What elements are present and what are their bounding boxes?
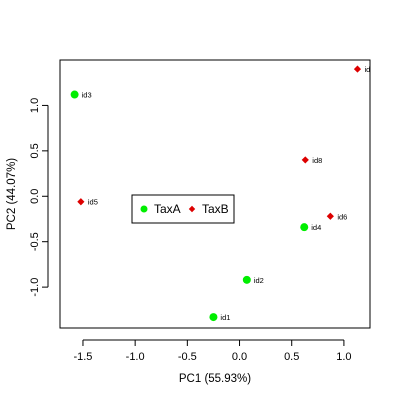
point-label-id7: id7 xyxy=(364,65,374,74)
data-point-id7 xyxy=(353,65,362,73)
point-label-id6: id6 xyxy=(337,212,347,221)
x-tick-label: -1.5 xyxy=(73,351,92,363)
point-label-id1: id1 xyxy=(220,313,230,322)
data-point-id5 xyxy=(77,198,85,206)
data-point-id6 xyxy=(326,212,334,220)
legend-box xyxy=(131,194,235,224)
y-axis-title: PC2 (44.07%) xyxy=(6,158,18,230)
legend-marker-TaxB xyxy=(188,205,196,213)
legend: TaxA TaxB xyxy=(131,194,235,224)
legend-label-TaxA: TaxA xyxy=(154,202,181,216)
x-axis-title: PC1 (55.93%) xyxy=(179,373,251,385)
data-point-id8 xyxy=(301,156,309,164)
x-tick-label: -1.0 xyxy=(126,351,145,363)
point-label-id4: id4 xyxy=(311,223,321,232)
y-tick-label: 1.0 xyxy=(29,98,41,113)
point-label-id3: id3 xyxy=(82,91,92,100)
x-tick-label: 0.5 xyxy=(284,351,299,363)
y-axis: -1.0 -0.5 0.0 0.5 1.0 xyxy=(29,98,49,297)
data-point-id1 xyxy=(209,313,218,322)
y-tick-label: -0.5 xyxy=(29,232,41,251)
point-labels: id3 id2 id4 id1 id5 id8 id6 id7 xyxy=(82,65,374,322)
y-tick-label: 0.5 xyxy=(29,143,41,158)
x-tick-label: 1.0 xyxy=(336,351,351,363)
data-points xyxy=(70,65,362,322)
x-tick-label: -0.5 xyxy=(178,351,197,363)
x-tick-label: 0.0 xyxy=(232,351,247,363)
point-label-id8: id8 xyxy=(312,156,322,165)
legend-marker-TaxA xyxy=(140,205,148,213)
x-axis: -1.5 -1.0 -0.5 0.0 0.5 1.0 xyxy=(73,339,352,363)
y-tick-label: -1.0 xyxy=(29,278,41,297)
data-point-id3 xyxy=(70,90,79,99)
data-point-id2 xyxy=(242,275,251,284)
legend-label-TaxB: TaxB xyxy=(202,202,229,216)
point-label-id2: id2 xyxy=(254,276,264,285)
plot-frame xyxy=(59,59,371,329)
data-point-id4 xyxy=(300,223,309,232)
point-label-id5: id5 xyxy=(88,198,98,207)
y-tick-label: 0.0 xyxy=(29,189,41,204)
